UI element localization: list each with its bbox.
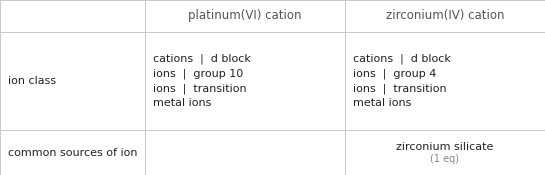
Text: zirconium(IV) cation: zirconium(IV) cation — [386, 9, 504, 23]
Text: (1 eq): (1 eq) — [431, 155, 459, 164]
Text: cations  |  d block
ions  |  group 10
ions  |  transition
metal ions: cations | d block ions | group 10 ions |… — [153, 54, 251, 108]
Text: platinum(VI) cation: platinum(VI) cation — [188, 9, 302, 23]
Text: ion class: ion class — [8, 76, 56, 86]
Text: cations  |  d block
ions  |  group 4
ions  |  transition
metal ions: cations | d block ions | group 4 ions | … — [353, 54, 451, 108]
Text: common sources of ion: common sources of ion — [8, 148, 137, 158]
Text: zirconium silicate: zirconium silicate — [396, 142, 494, 152]
